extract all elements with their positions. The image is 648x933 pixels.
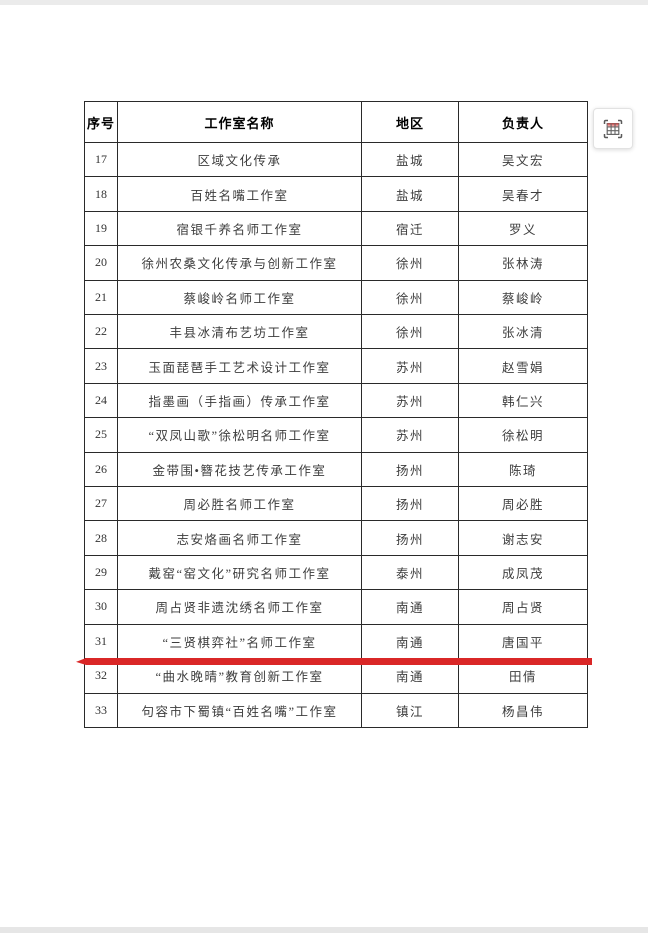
table-row: 28 志安烙画名师工作室 扬州 谢志安: [84, 520, 588, 556]
cell-region: 徐州: [361, 245, 459, 281]
cell-region: 泰州: [361, 554, 459, 591]
header-cell-name: 工作室名称: [117, 101, 362, 143]
table-row: 25 “双凤山歌”徐松明名师工作室 苏州 徐松明: [84, 417, 588, 453]
table-row: 33 句容市下蜀镇“百姓名嘴”工作室 镇江 杨昌伟: [84, 692, 588, 728]
table-row: 17 区域文化传承 盐城 吴文宏: [84, 141, 588, 178]
cell-name: 玉面琵琶手工艺术设计工作室: [117, 348, 362, 384]
table-row: 19 宿银千养名师工作室 宿迁 罗义: [84, 210, 588, 247]
canvas-edge-top: [0, 0, 648, 5]
table-tool-button[interactable]: [593, 108, 633, 149]
cell-no: 21: [84, 279, 118, 316]
cell-region: 扬州: [361, 520, 459, 556]
cell-name: “三贤棋弈社”名师工作室: [117, 623, 362, 660]
cell-region: 南通: [361, 589, 459, 625]
cell-region: 扬州: [361, 451, 459, 488]
workshop-table: 序号 工作室名称 地区 负责人 17 区域文化传承 盐城 吴文宏 18 百姓名嘴工作室 盐城…: [84, 101, 588, 728]
cell-no: 24: [84, 382, 118, 419]
table-row: 20 徐州农桑文化传承与创新工作室 徐州 张林涛: [84, 245, 588, 281]
table-body: 17 区域文化传承 盐城 吴文宏 18 百姓名嘴工作室 盐城 吴春才 19 宿银千养名师工作室 宿迁…: [84, 141, 588, 728]
header-cell-no: 序号: [84, 101, 118, 143]
table-row: 18 百姓名嘴工作室 盐城 吴春才: [84, 176, 588, 212]
cell-no: 22: [84, 314, 118, 350]
cell-leader: 张林涛: [458, 245, 588, 281]
cell-no: 30: [84, 589, 118, 625]
cell-no: 33: [84, 692, 118, 728]
document-page: 序号 工作室名称 地区 负责人 17 区域文化传承 盐城 吴文宏 18 百姓名嘴工作室 盐城…: [0, 5, 648, 927]
cell-name: 金带围•簪花技艺传承工作室: [117, 451, 362, 488]
cell-leader: 成凤茂: [458, 554, 588, 591]
cell-name: 宿银千养名师工作室: [117, 210, 362, 247]
cell-leader: 徐松明: [458, 417, 588, 453]
cell-no: 28: [84, 520, 118, 556]
table-row: 22 丰县冰清布艺坊工作室 徐州 张冰清: [84, 314, 588, 350]
canvas-edge-bottom: [0, 927, 648, 933]
cell-no: 17: [84, 141, 118, 178]
cell-region: 苏州: [361, 382, 459, 419]
cell-leader: 周占贤: [458, 589, 588, 625]
cell-leader: 周必胜: [458, 486, 588, 522]
table-row: 30 周占贤非遗沈绣名师工作室 南通 周占贤: [84, 589, 588, 625]
cell-no: 26: [84, 451, 118, 488]
cell-no: 19: [84, 210, 118, 247]
cell-leader: 蔡峻岭: [458, 279, 588, 316]
table-header: 序号 工作室名称 地区 负责人: [84, 101, 588, 143]
cell-name: 志安烙画名师工作室: [117, 520, 362, 556]
cell-name: “双凤山歌”徐松明名师工作室: [117, 417, 362, 453]
cell-no: 23: [84, 348, 118, 384]
cell-region: 徐州: [361, 279, 459, 316]
cell-region: 盐城: [361, 141, 459, 178]
cell-leader: 罗义: [458, 210, 588, 247]
cell-leader: 杨昌伟: [458, 692, 588, 728]
cell-leader: 张冰清: [458, 314, 588, 350]
cell-name: 丰县冰清布艺坊工作室: [117, 314, 362, 350]
cell-name: 蔡峻岭名师工作室: [117, 279, 362, 316]
cell-name: 徐州农桑文化传承与创新工作室: [117, 245, 362, 281]
table-row: 31 “三贤棋弈社”名师工作室 南通 唐国平: [84, 623, 588, 660]
cell-leader: 吴春才: [458, 176, 588, 212]
cell-region: 扬州: [361, 486, 459, 522]
cell-no: 18: [84, 176, 118, 212]
cell-no: 29: [84, 554, 118, 591]
table-row: 21 蔡峻岭名师工作室 徐州 蔡峻岭: [84, 279, 588, 316]
cell-leader: 赵雪娟: [458, 348, 588, 384]
cell-region: 盐城: [361, 176, 459, 212]
cell-region: 宿迁: [361, 210, 459, 247]
cell-region: 苏州: [361, 348, 459, 384]
table-row: 27 周必胜名师工作室 扬州 周必胜: [84, 486, 588, 522]
cell-name: 百姓名嘴工作室: [117, 176, 362, 212]
header-cell-leader: 负责人: [458, 101, 588, 143]
table-select-icon: [601, 117, 625, 141]
table-row: 29 戴窑“窑文化”研究名师工作室 泰州 成凤茂: [84, 554, 588, 591]
cell-leader: 吴文宏: [458, 141, 588, 178]
cell-leader: 陈琦: [458, 451, 588, 488]
table-row: 23 玉面琵琶手工艺术设计工作室 苏州 赵雪娟: [84, 348, 588, 384]
cell-region: 南通: [361, 623, 459, 660]
cell-name: 区域文化传承: [117, 141, 362, 178]
cell-region: 徐州: [361, 314, 459, 350]
red-underline-annotation: [76, 658, 592, 665]
cell-leader: 谢志安: [458, 520, 588, 556]
header-row: 序号 工作室名称 地区 负责人: [84, 101, 588, 143]
cell-no: 25: [84, 417, 118, 453]
cell-name: 戴窑“窑文化”研究名师工作室: [117, 554, 362, 591]
cell-region: 镇江: [361, 692, 459, 728]
cell-no: 27: [84, 486, 118, 522]
cell-leader: 唐国平: [458, 623, 588, 660]
cell-name: 指墨画（手指画）传承工作室: [117, 382, 362, 419]
cell-no: 31: [84, 623, 118, 660]
cell-leader: 韩仁兴: [458, 382, 588, 419]
table-row: 26 金带围•簪花技艺传承工作室 扬州 陈琦: [84, 451, 588, 488]
cell-region: 苏州: [361, 417, 459, 453]
cell-no: 20: [84, 245, 118, 281]
cell-name: 周占贤非遗沈绣名师工作室: [117, 589, 362, 625]
header-cell-region: 地区: [361, 101, 459, 143]
cell-name: 句容市下蜀镇“百姓名嘴”工作室: [117, 692, 362, 728]
cell-name: 周必胜名师工作室: [117, 486, 362, 522]
table-row: 24 指墨画（手指画）传承工作室 苏州 韩仁兴: [84, 382, 588, 419]
